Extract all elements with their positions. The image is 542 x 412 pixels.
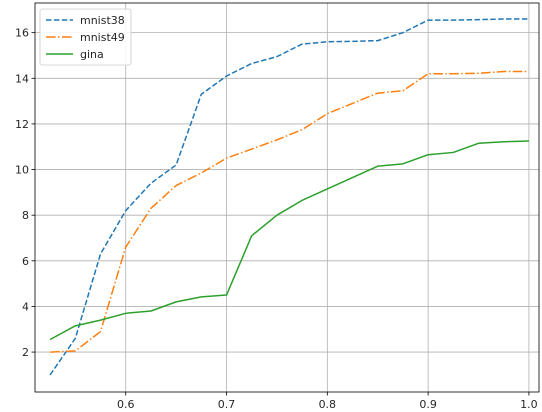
series-line-gina (49, 140, 529, 341)
legend-label-mnist38: mnist38 (80, 14, 125, 27)
series-line-mnist49 (50, 70, 529, 353)
legend-box (39, 8, 132, 66)
series-line-mnist38 (49, 18, 529, 376)
y-tick-label: 16 (15, 27, 29, 40)
x-tick-label: 0.9 (419, 398, 437, 411)
y-tick-label: 10 (15, 164, 29, 177)
legend-label-gina: gina (80, 48, 104, 61)
series-lines (49, 18, 529, 376)
y-tick-label: 14 (15, 72, 29, 85)
legend: mnist38 mnist49 gina (39, 8, 132, 66)
x-tick-label: 0.7 (218, 398, 236, 411)
y-tick-label: 12 (15, 118, 29, 131)
x-tick-label: 1.0 (520, 398, 538, 411)
y-tick-label: 6 (22, 255, 29, 268)
y-tick-label: 8 (22, 209, 29, 222)
y-tick-label: 2 (22, 346, 29, 359)
x-tick-label: 0.8 (319, 398, 337, 411)
axis-ticks: 0.6 0.7 0.8 0.9 1.0 2 4 6 8 10 12 14 16 (15, 27, 538, 411)
x-tick-label: 0.6 (117, 398, 135, 411)
legend-label-mnist49: mnist49 (80, 31, 125, 44)
y-tick-label: 4 (22, 300, 29, 313)
plot-frame (34, 2, 540, 393)
grid (35, 3, 539, 392)
